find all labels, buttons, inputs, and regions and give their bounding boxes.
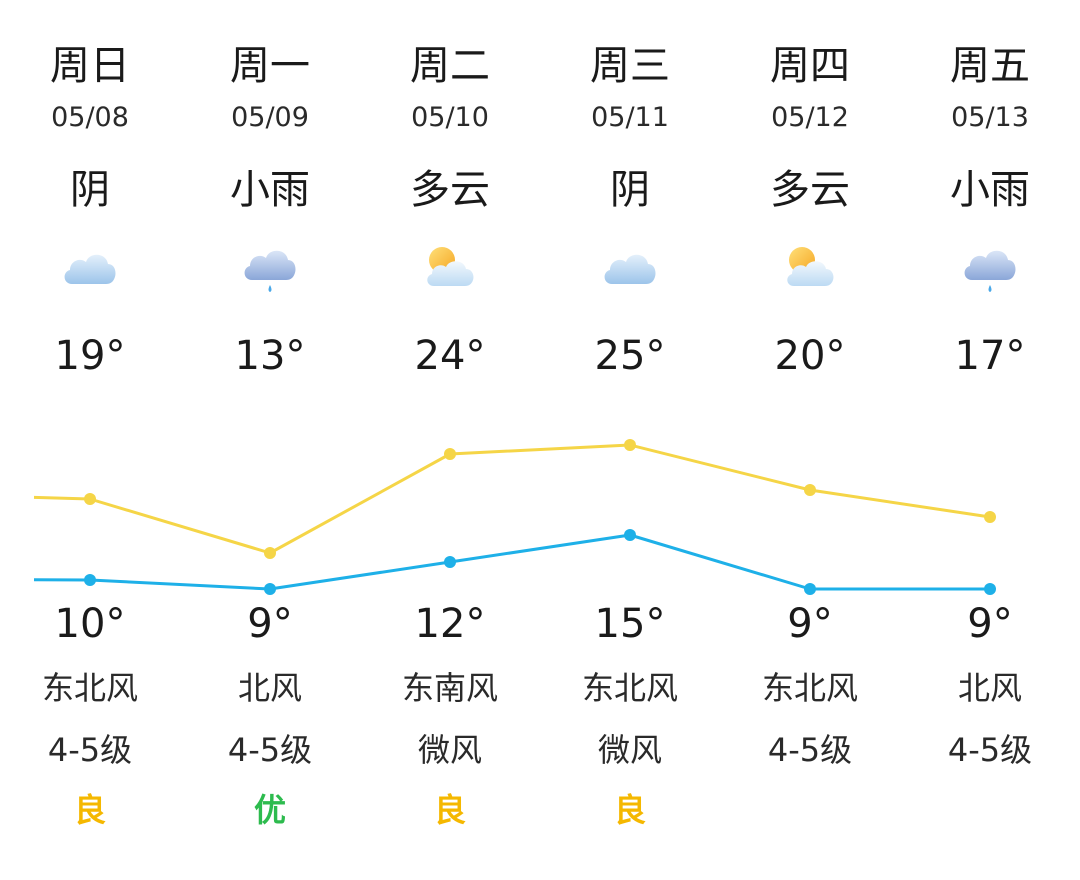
- wind-direction-label: 东南风: [401, 669, 498, 707]
- forecast-day[interactable]: 周五 05/13 小雨 17° 9° 北风 4-5级: [900, 0, 1080, 880]
- low-temp-label: 15°: [594, 601, 666, 647]
- date-label: 05/11: [591, 102, 669, 133]
- forecast-day[interactable]: 周日 05/08 阴 19° 10° 东北风 4-5级 良: [0, 0, 180, 880]
- air-quality-badge: 良: [433, 791, 466, 829]
- date-label: 05/13: [951, 102, 1029, 133]
- forecast-day[interactable]: 周二 05/10 多云 24° 12° 东南风 微风 良: [360, 0, 540, 880]
- weekday-label: 周五: [950, 43, 1030, 89]
- low-temp-label: 9°: [247, 601, 293, 647]
- high-temp-label: 19°: [54, 333, 126, 379]
- condition-label: 阴: [70, 167, 110, 213]
- condition-label: 多云: [410, 167, 490, 213]
- weekday-label: 周一: [230, 43, 310, 89]
- wind-level-label: 4-5级: [767, 731, 853, 769]
- wind-level-label: 微风: [417, 731, 482, 769]
- weekday-label: 周二: [410, 43, 490, 89]
- low-temp-label: 12°: [414, 601, 486, 647]
- high-temp-label: 20°: [774, 333, 846, 379]
- wind-level-label: 微风: [597, 731, 662, 769]
- high-temp-label: 24°: [414, 333, 486, 379]
- overcast-cloud-icon: [540, 236, 720, 300]
- wind-direction-label: 东北风: [581, 669, 678, 707]
- date-label: 05/09: [231, 102, 309, 133]
- partly-cloudy-icon: [720, 236, 900, 300]
- air-quality-badge: 良: [73, 791, 106, 829]
- overcast-cloud-icon: [0, 236, 180, 300]
- high-temp-label: 25°: [594, 333, 666, 379]
- forecast-day[interactable]: 周一 05/09 小雨 13° 9° 北风 4-5级 优: [180, 0, 360, 880]
- high-temp-label: 17°: [954, 333, 1026, 379]
- air-quality-badge: 优: [253, 791, 286, 829]
- wind-direction-label: 北风: [957, 669, 1022, 707]
- forecast-day[interactable]: 周三 05/11 阴 25° 15° 东北风 微风 良: [540, 0, 720, 880]
- low-temp-label: 10°: [54, 601, 126, 647]
- wind-direction-label: 北风: [237, 669, 302, 707]
- partly-cloudy-icon: [360, 236, 540, 300]
- wind-level-label: 4-5级: [227, 731, 313, 769]
- high-temp-label: 13°: [234, 333, 306, 379]
- light-rain-icon: [180, 236, 360, 300]
- light-rain-icon: [900, 236, 1080, 300]
- wind-level-label: 4-5级: [47, 731, 133, 769]
- air-quality-badge: 良: [613, 791, 646, 829]
- forecast-day[interactable]: 周四 05/12 多云 20° 9° 东北风 4-5级: [720, 0, 900, 880]
- condition-label: 阴: [610, 167, 650, 213]
- weekday-label: 周日: [50, 43, 130, 89]
- date-label: 05/10: [411, 102, 489, 133]
- low-temp-label: 9°: [967, 601, 1013, 647]
- date-label: 05/08: [51, 102, 129, 133]
- condition-label: 小雨: [230, 167, 310, 213]
- wind-direction-label: 东北风: [761, 669, 858, 707]
- date-label: 05/12: [771, 102, 849, 133]
- weekday-label: 周三: [590, 43, 670, 89]
- low-temp-label: 9°: [787, 601, 833, 647]
- condition-label: 多云: [770, 167, 850, 213]
- wind-direction-label: 东北风: [41, 669, 138, 707]
- weekday-label: 周四: [770, 43, 850, 89]
- condition-label: 小雨: [950, 167, 1030, 213]
- wind-level-label: 4-5级: [947, 731, 1033, 769]
